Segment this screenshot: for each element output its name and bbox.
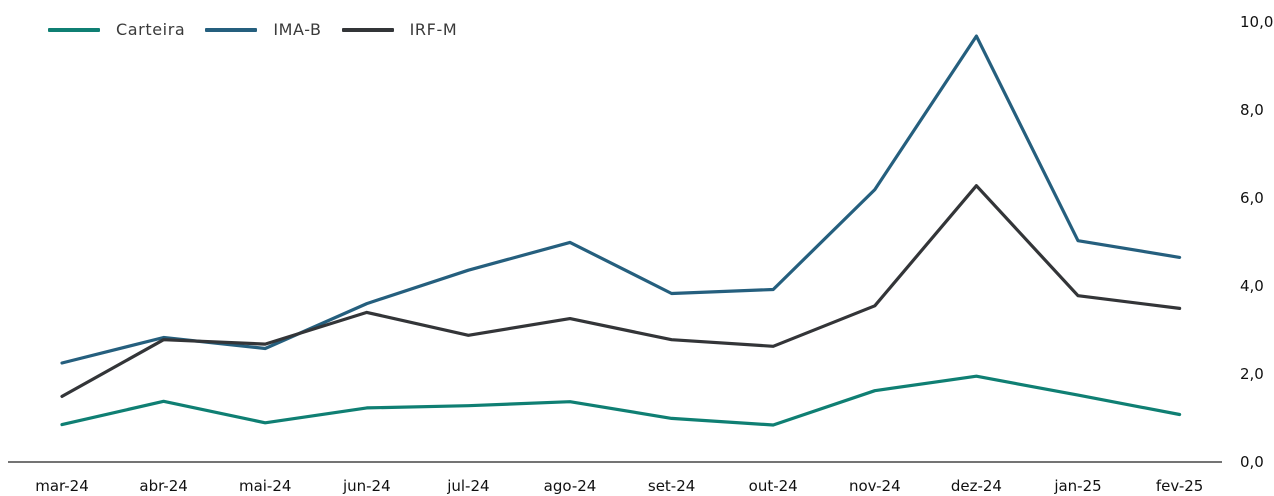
legend-swatch-carteira [48,27,100,32]
y-tick-label: 10,0 [1240,13,1273,31]
y-tick-label: 8,0 [1240,101,1264,119]
x-tick-label: jun-24 [342,477,391,495]
legend-item-irf-m: IRF-M [341,20,458,39]
x-tick-label: abr-24 [139,477,187,495]
legend-label-irf-m: IRF-M [409,20,458,39]
legend-swatch-ima-b [205,27,258,32]
x-tick-label: fev-25 [1156,477,1203,495]
series-line-carteira [60,374,1182,427]
x-tick-label: set-24 [648,477,695,495]
x-tick-label: mai-24 [239,477,291,495]
series-line-irf-m [60,184,1182,398]
y-tick-label: 4,0 [1240,277,1264,295]
legend-swatch-irf-m [341,27,394,32]
y-tick-label: 0,0 [1240,453,1264,471]
x-tick-label: jan-25 [1053,477,1101,495]
x-tick-label: ago-24 [544,477,597,495]
x-tick-label: mar-24 [35,477,89,495]
x-tick-label: out-24 [749,477,798,495]
legend-label-ima-b: IMA-B [273,20,322,39]
legend-item-carteira: Carteira [48,20,185,39]
y-tick-label: 2,0 [1240,365,1264,383]
x-tick-label: nov-24 [849,477,901,495]
x-tick-label: dez-24 [951,477,1002,495]
legend-item-ima-b: IMA-B [205,20,321,39]
x-tick-label: jul-24 [446,477,489,495]
y-tick-label: 6,0 [1240,189,1264,207]
legend: Carteira IMA-B IRF-M [48,20,457,39]
series-line-ima-b [60,34,1182,365]
legend-label-carteira: Carteira [116,20,186,39]
